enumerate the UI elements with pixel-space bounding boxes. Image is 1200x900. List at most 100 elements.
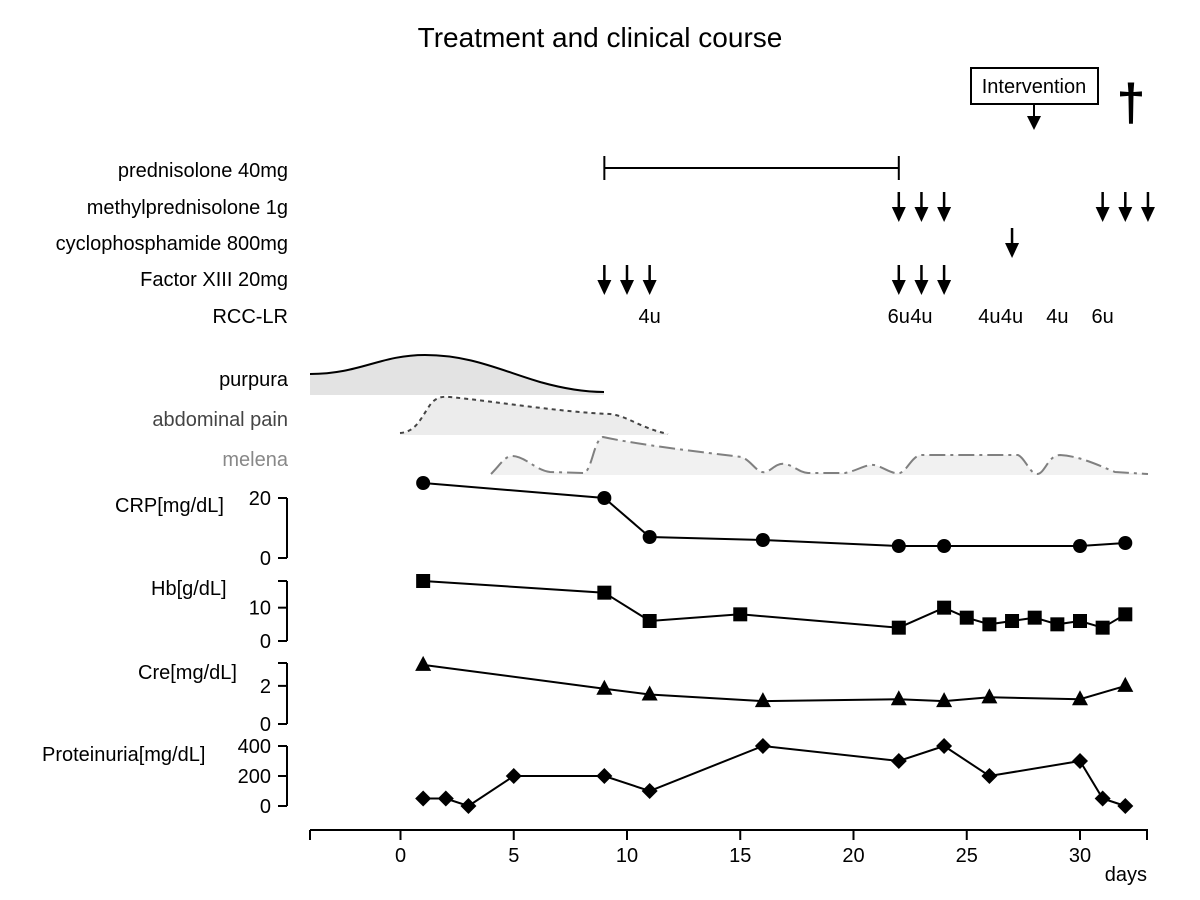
- x-axis: 0 5 10 15 20 25 30: [309, 829, 1148, 867]
- proteinuria-point: [936, 738, 953, 754]
- hb-point: [1005, 614, 1020, 628]
- proteinuria-point: [754, 738, 771, 754]
- crp-point: [416, 476, 431, 490]
- dose-arrow: [1095, 207, 1110, 222]
- y-tick-label: 200: [238, 766, 271, 788]
- y-tick-label: 0: [260, 796, 271, 818]
- x-tick-label: 30: [1069, 845, 1091, 867]
- crp-point: [937, 539, 952, 553]
- intervention-box: [970, 67, 1099, 105]
- hb-point: [597, 585, 612, 600]
- y-tick-label: 0: [260, 548, 271, 570]
- rcc-lr-dose-label: 6u: [888, 306, 910, 328]
- abdominal-pain-area: [400, 396, 668, 435]
- lab-panel: 0 10 Hb[g/dL]: [151, 574, 1133, 653]
- y-tick-label: 0: [260, 714, 271, 736]
- row-label-prednisolone: prednisolone 40mg: [118, 160, 288, 182]
- x-tick-label: 25: [956, 845, 978, 867]
- proteinuria-point: [596, 768, 613, 784]
- dose-arrow: [914, 280, 929, 295]
- hb-point: [642, 614, 657, 628]
- rcc-lr-dose-label: 6u: [1092, 306, 1114, 328]
- proteinuria-point: [641, 783, 658, 799]
- proteinuria-point: [415, 790, 432, 807]
- symptom-rows: [309, 353, 1149, 476]
- cre-point: [936, 692, 953, 708]
- rcc-lr-dose-label: 4u: [910, 306, 932, 328]
- cre-point: [641, 685, 658, 701]
- row-label-methylprednisolone: methylprednisolone 1g: [87, 197, 288, 219]
- dose-arrow: [1005, 243, 1020, 258]
- lab-panel: 0 2 Cre[mg/dL]: [138, 655, 1134, 736]
- dose-arrow: [620, 280, 634, 295]
- hb-point: [1095, 620, 1110, 635]
- dose-arrow: [1140, 207, 1155, 222]
- series-label: Proteinuria[mg/dL]: [42, 744, 205, 766]
- y-tick-label: 2: [260, 676, 271, 698]
- crp-point: [642, 530, 657, 544]
- row-label-rcc-lr: RCC-LR: [212, 306, 288, 328]
- series-label: CRP[mg/dL]: [115, 495, 224, 517]
- cre-point: [754, 692, 771, 708]
- row-label-cyclophosphamide: cyclophosphamide 800mg: [56, 233, 288, 255]
- cre-point: [890, 690, 907, 706]
- y-tick-label: 0: [260, 631, 271, 653]
- proteinuria-point: [890, 753, 907, 769]
- purpura-area: [310, 355, 604, 395]
- x-tick-label: 15: [729, 845, 751, 867]
- series-line: [423, 663, 1126, 703]
- dose-arrow: [642, 280, 657, 295]
- row-label-abdominal-pain: abdominal pain: [152, 409, 288, 431]
- hb-point: [1073, 614, 1087, 628]
- crp-point: [891, 539, 906, 553]
- intervention-arrow-head: [1027, 116, 1041, 130]
- hb-point: [891, 620, 906, 635]
- rcc-lr-dose-label: 4u: [1001, 306, 1023, 328]
- hb-point: [416, 574, 431, 588]
- rcc-lr-dose-label: 4u: [1046, 306, 1068, 328]
- proteinuria-point: [505, 768, 522, 784]
- x-axis-label: days: [1105, 864, 1147, 886]
- cre-point: [415, 655, 432, 671]
- crp-point: [755, 533, 770, 547]
- cre-point: [1072, 690, 1088, 706]
- y-tick-label: 20: [249, 488, 271, 510]
- purpura-curve: [309, 353, 605, 393]
- x-tick-label: 20: [842, 845, 864, 867]
- proteinuria-point: [1117, 798, 1134, 814]
- x-tick-label: 0: [395, 845, 406, 867]
- intervention-label: Intervention: [982, 76, 1087, 98]
- dose-arrow: [937, 280, 952, 295]
- series-line: [423, 744, 1126, 808]
- proteinuria-point: [1094, 790, 1111, 807]
- series-label: Cre[mg/dL]: [138, 662, 237, 684]
- proteinuria-point: [460, 798, 477, 814]
- series-line: [423, 580, 1126, 629]
- x-tick-label: 5: [508, 845, 519, 867]
- lab-panel: 0 20 CRP[mg/dL]: [115, 476, 1133, 570]
- series-line: [423, 482, 1126, 547]
- x-tick-label: 10: [616, 845, 638, 867]
- lab-panels: 0 20 CRP[mg/dL] 0 10 Hb[g/dL] 0 2 Cre[mg/dL] 0 200…: [42, 476, 1134, 818]
- dose-arrow: [597, 280, 612, 295]
- treatment-rows: 4u 6u 4u 4u 4u 4u 6u: [597, 156, 1155, 328]
- melena-area: [491, 437, 1148, 475]
- hb-point: [1027, 610, 1042, 625]
- y-tick-label: 400: [238, 736, 271, 758]
- hb-point: [1050, 617, 1065, 632]
- dose-arrow: [891, 280, 906, 295]
- row-label-purpura: purpura: [219, 369, 289, 391]
- dose-arrow: [1118, 207, 1133, 222]
- crp-point: [1073, 539, 1087, 553]
- chart-title: Treatment and clinical course: [418, 22, 783, 53]
- dose-arrow: [914, 207, 929, 222]
- row-label-melena: melena: [222, 449, 288, 471]
- melena-curve: [490, 435, 1149, 476]
- proteinuria-point: [1072, 753, 1088, 769]
- hb-point: [937, 600, 952, 615]
- cre-point: [1117, 676, 1134, 692]
- dose-arrow: [891, 207, 906, 222]
- crp-point: [597, 491, 612, 505]
- intervention-annotation: Intervention: [970, 67, 1099, 130]
- rcc-lr-dose-label: 4u: [639, 306, 661, 328]
